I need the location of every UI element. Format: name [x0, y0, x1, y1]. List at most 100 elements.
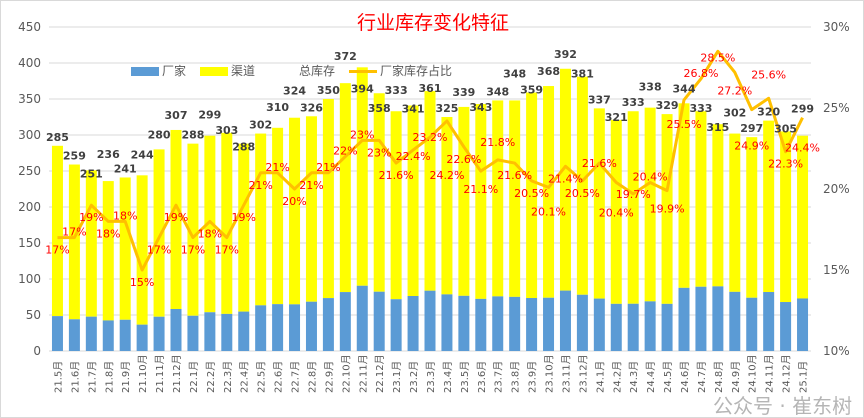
total-data-label: 297 — [740, 122, 763, 135]
bar-channel — [763, 120, 775, 293]
x-tick-label: 21.12月 — [171, 354, 183, 393]
share-data-label: 20.4% — [599, 207, 634, 220]
y-tick-label: 150 — [18, 236, 41, 250]
bar-factory — [797, 298, 809, 351]
bar-channel — [441, 117, 453, 295]
bar-channel — [458, 106, 470, 296]
total-data-label: 337 — [588, 93, 611, 106]
bar-factory — [695, 286, 707, 351]
bar-channel — [373, 93, 385, 292]
bar-factory — [136, 324, 148, 351]
share-data-label: 28.5% — [700, 51, 735, 64]
share-data-label: 18% — [113, 209, 137, 222]
bar-channel — [238, 143, 250, 312]
bar-factory — [509, 296, 521, 351]
bar-factory — [526, 298, 538, 351]
bar-factory — [339, 292, 351, 351]
share-data-label: 24.9% — [734, 140, 769, 153]
x-tick-label: 22.10月 — [340, 354, 352, 393]
x-tick-label: 23.10月 — [544, 354, 556, 393]
bar-factory — [593, 298, 605, 351]
x-tick-label: 21.11月 — [154, 354, 166, 393]
bar-channel — [170, 129, 182, 310]
share-data-label: 24.2% — [429, 169, 464, 182]
x-tick-label: 24.9月 — [730, 361, 742, 393]
bar-channel — [627, 111, 639, 304]
bar-channel — [559, 68, 571, 291]
bar-channel — [85, 170, 97, 317]
legend-item-total: 总库存 — [299, 64, 335, 78]
bar-factory — [68, 319, 80, 351]
total-data-label: 381 — [571, 68, 594, 81]
bar-factory — [119, 319, 131, 351]
x-tick-label: 21.6月 — [69, 361, 81, 393]
total-data-label: 315 — [706, 121, 729, 134]
share-data-label: 23% — [367, 146, 391, 159]
x-tick-label: 24.3月 — [628, 361, 640, 393]
chart-title: 行业库存变化特征 — [356, 12, 509, 34]
bar-channel — [153, 149, 165, 317]
total-data-label: 285 — [46, 131, 69, 144]
share-data-label: 23.2% — [413, 131, 448, 144]
bar-channel — [576, 76, 588, 295]
total-data-label: 361 — [419, 82, 442, 95]
legend-swatch-factory — [131, 67, 159, 76]
total-data-label: 325 — [435, 102, 458, 115]
x-tick-label: 22.4月 — [239, 361, 251, 393]
x-tick-label: 21.10月 — [137, 354, 149, 393]
x-tick-label: 23.4月 — [442, 361, 454, 393]
bar-factory — [424, 290, 436, 351]
share-data-label: 23% — [350, 128, 374, 141]
bar-factory — [610, 303, 622, 351]
x-tick-label: 25.1月 — [798, 361, 810, 393]
share-data-label: 21.6% — [379, 169, 414, 182]
y-tick-label: 100 — [18, 272, 41, 286]
bar-factory — [289, 304, 301, 351]
x-tick-label: 22.7月 — [290, 361, 302, 393]
total-data-label: 236 — [97, 148, 120, 161]
bar-factory — [492, 296, 504, 351]
share-data-label: 26.8% — [683, 67, 718, 80]
x-tick-label: 24.12月 — [781, 354, 793, 393]
bar-channel — [475, 104, 487, 299]
total-data-label: 359 — [520, 84, 543, 97]
total-data-label: 251 — [80, 167, 103, 180]
total-data-label: 348 — [486, 85, 509, 98]
share-data-label: 27.2% — [717, 84, 752, 97]
y2-tick-label: 20% — [823, 182, 850, 196]
share-data-label: 17% — [147, 244, 171, 257]
bar-channel — [610, 119, 622, 304]
total-data-label: 341 — [402, 102, 425, 115]
total-data-label: 333 — [385, 84, 408, 97]
y-tick-label: 0 — [33, 344, 41, 358]
y-tick-label: 400 — [18, 56, 41, 70]
y-tick-label: 50 — [26, 308, 41, 322]
total-data-label: 303 — [215, 124, 238, 137]
legend-item-factory: 厂家 — [131, 64, 186, 78]
bar-factory — [272, 304, 284, 351]
total-data-label: 333 — [689, 102, 712, 115]
bar-factory — [627, 303, 639, 351]
bar-channel — [102, 181, 114, 321]
y-tick-label: 300 — [18, 128, 41, 142]
bar-factory — [102, 320, 114, 351]
bar-factory — [407, 296, 419, 351]
share-data-label: 21% — [299, 179, 323, 192]
total-data-label: 305 — [774, 122, 797, 135]
total-data-label: 244 — [131, 148, 154, 161]
total-data-label: 344 — [673, 82, 696, 95]
total-data-label: 307 — [165, 109, 188, 122]
total-data-label: 358 — [368, 102, 391, 115]
x-tick-label: 22.3月 — [222, 361, 234, 393]
bar-channel — [729, 133, 741, 292]
share-data-label: 22.4% — [396, 150, 431, 163]
share-data-label: 19% — [164, 211, 188, 224]
x-tick-label: 22.11月 — [357, 354, 369, 393]
total-data-label: 338 — [639, 81, 662, 94]
bar-channel — [644, 107, 656, 302]
share-data-label: 19% — [232, 211, 256, 224]
x-tick-label: 23.8月 — [510, 361, 522, 393]
x-tick-label: 21.5月 — [52, 361, 64, 393]
share-data-label: 25.5% — [667, 118, 702, 131]
